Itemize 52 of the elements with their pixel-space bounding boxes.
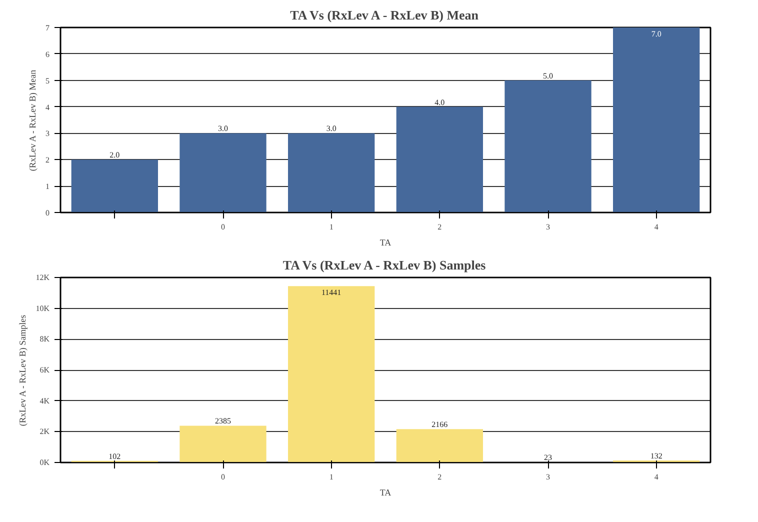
data-label: 11441	[321, 288, 342, 298]
data-label: 5.0	[543, 71, 553, 80]
y-tick-label: 4K	[40, 396, 50, 406]
y-tick-label: 2	[46, 156, 50, 165]
bar	[288, 133, 375, 212]
y-tick-label: 7	[46, 24, 50, 32]
x-axis-title: TA	[380, 488, 392, 498]
bar	[288, 286, 375, 462]
x-tick-label: 0	[221, 222, 225, 232]
y-tick-label: 6K	[40, 366, 50, 374]
y-axis-title: (RxLev A - RxLev B) Samples	[18, 314, 28, 426]
y-tick-label: 10K	[36, 304, 50, 313]
y-tick-label: 4	[46, 102, 50, 112]
y-tick-label: 0K	[40, 458, 50, 467]
data-label: 7.0	[651, 30, 662, 38]
y-axis-title: (RxLev A - RxLev B) Mean	[28, 69, 38, 172]
x-tick-label: 2	[438, 472, 442, 482]
data-label: 3.0	[218, 124, 228, 134]
x-tick-label: 1	[329, 472, 334, 482]
data-label: 132	[650, 451, 662, 460]
chart-title: TA Vs (RxLev A - RxLev B) Mean	[290, 8, 480, 22]
x-tick-label: 4	[654, 222, 658, 232]
y-tick-label: 2K	[40, 427, 50, 436]
bar	[613, 28, 700, 212]
y-tick-label: 8K	[40, 334, 50, 344]
y-tick-label: 12K	[36, 273, 50, 282]
data-label: 2.0	[110, 150, 120, 160]
bar	[396, 106, 483, 212]
data-label: 2166	[432, 420, 448, 430]
bar	[180, 426, 266, 462]
bar	[504, 80, 592, 212]
bar	[396, 429, 483, 462]
y-tick-label: 1	[46, 182, 50, 192]
x-tick-label: 0	[221, 472, 225, 482]
data-label: 3.0	[326, 124, 336, 134]
x-tick-label: 4	[654, 472, 658, 482]
bar	[71, 160, 158, 212]
chart-title: TA Vs (RxLev A - RxLev B) Samples	[282, 258, 486, 272]
data-label: 2385	[215, 416, 231, 426]
bar	[180, 133, 266, 212]
y-tick-label: 3	[46, 129, 50, 138]
x-tick-label: 3	[546, 472, 550, 482]
x-axis-title: TA	[380, 238, 392, 248]
x-tick-label: 1	[329, 222, 334, 232]
y-tick-label: 0	[46, 208, 50, 218]
data-label: 4.0	[434, 98, 445, 107]
data-label: 102	[108, 452, 121, 461]
y-tick-label: 6	[46, 50, 50, 59]
x-tick-label: 2	[438, 222, 442, 232]
x-tick-label: 3	[546, 222, 550, 232]
data-label: 23	[544, 453, 552, 462]
y-tick-label: 5	[46, 76, 50, 86]
